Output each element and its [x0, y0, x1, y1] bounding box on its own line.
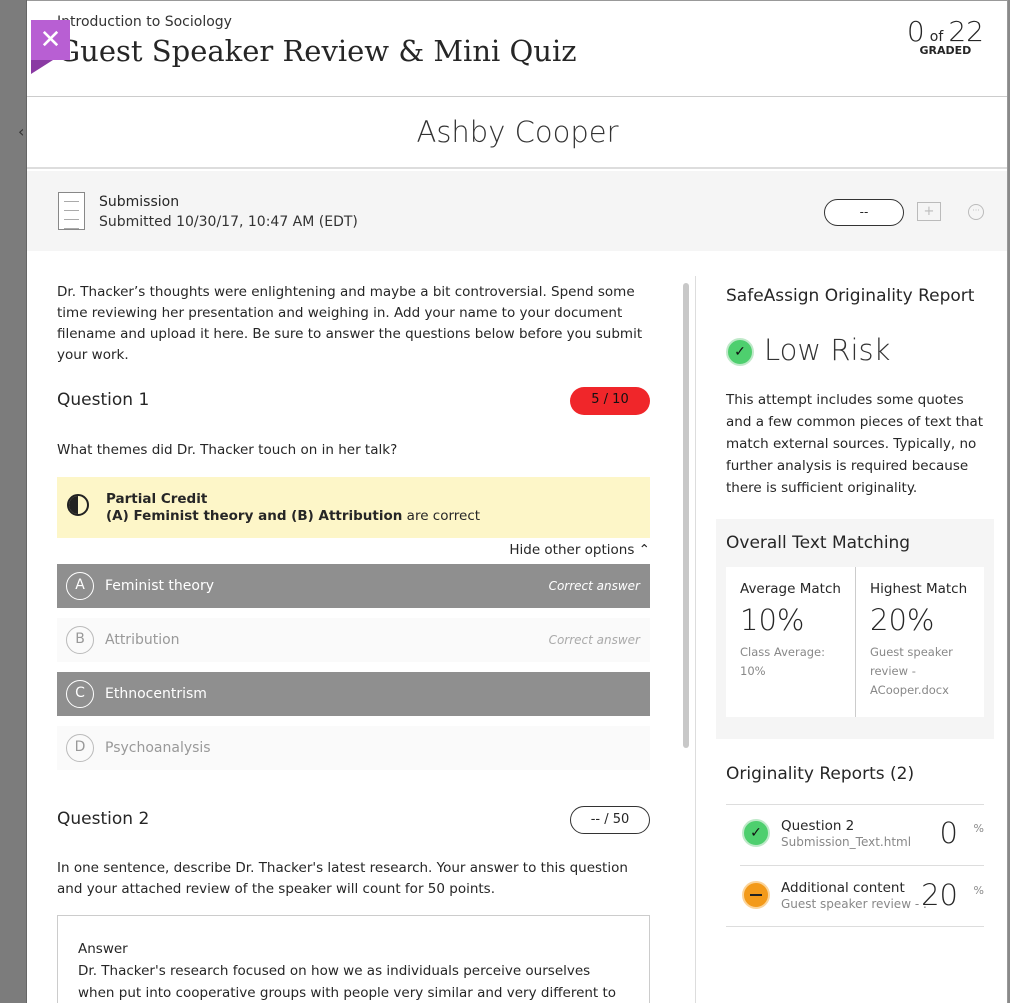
- option-letter: A: [66, 572, 94, 600]
- risk-label: Low Risk: [764, 333, 891, 367]
- report-row[interactable]: ✓ Question 2 Submission_Text.html 0 %: [740, 804, 984, 865]
- highest-value: 20%: [870, 603, 935, 637]
- half-circle-icon: [67, 494, 89, 516]
- risk-description: This attempt includes some quotes and a …: [726, 392, 984, 496]
- risk-level: ✓ Low Risk: [726, 333, 890, 367]
- report-file: Guest speaker review - ...: [781, 897, 926, 911]
- answer-label: Answer: [78, 941, 128, 957]
- graded-label: GRADED: [919, 44, 972, 57]
- grading-panel: ✕ Introduction to Sociology Guest Speake…: [27, 0, 1008, 1003]
- background-page: ‹: [0, 0, 27, 1003]
- overall-title: Overall Text Matching: [726, 533, 911, 553]
- originality-reports-title: Originality Reports (2): [726, 764, 915, 784]
- page-title: Guest Speaker Review & Mini Quiz: [57, 34, 577, 68]
- answer-text: Dr. Thacker's research focused on how we…: [78, 963, 617, 1001]
- header: Introduction to Sociology Guest Speaker …: [27, 1, 1007, 97]
- warning-minus-icon: [742, 881, 770, 909]
- option-letter: B: [66, 626, 94, 654]
- report-percent: 20: [921, 878, 958, 912]
- scrollbar[interactable]: [683, 283, 689, 748]
- column-divider: [695, 276, 696, 1003]
- highest-match: Highest Match 20% Guest speaker review -…: [855, 567, 984, 717]
- report-row[interactable]: Additional content Guest speaker review …: [740, 865, 984, 926]
- partial-credit-answers: (A) Feminist theory and (B) Attribution: [106, 508, 403, 524]
- class-average: Class Average: 10%: [740, 645, 826, 678]
- option-d: D Psychoanalysis: [57, 726, 650, 770]
- partial-credit-banner: Partial Credit (A) Feminist theory and (…: [57, 477, 650, 538]
- graded-of: of: [929, 29, 944, 45]
- report-percent: 0: [939, 816, 958, 850]
- correct-answer-note: Correct answer: [548, 579, 640, 593]
- option-label: Ethnocentrism: [105, 686, 207, 702]
- option-label: Psychoanalysis: [105, 740, 211, 756]
- question-1-score[interactable]: 5 / 10: [570, 387, 650, 415]
- close-button[interactable]: ✕: [31, 20, 70, 60]
- highest-file[interactable]: Guest speaker review - ACooper.docx: [870, 645, 953, 697]
- option-a: A Feminist theory Correct answer: [57, 564, 650, 608]
- option-letter: C: [66, 680, 94, 708]
- percent-unit: %: [973, 822, 984, 835]
- question-2-title: Question 2: [57, 809, 150, 829]
- close-icon: ✕: [39, 25, 62, 55]
- course-name: Introduction to Sociology: [57, 14, 232, 30]
- option-label: Feminist theory: [105, 578, 215, 594]
- report-name: Question 2: [781, 818, 855, 834]
- submission-label: Submission: [99, 194, 180, 210]
- graded-total: 22: [948, 15, 984, 48]
- graded-count: 0: [906, 15, 925, 48]
- option-b: B Attribution Correct answer: [57, 618, 650, 662]
- student-name: Ashby Cooper: [27, 97, 1007, 169]
- question-1-title: Question 1: [57, 390, 150, 410]
- option-letter: D: [66, 734, 94, 762]
- percent-unit: %: [973, 884, 984, 897]
- hide-options-toggle[interactable]: Hide other options ⌃: [509, 542, 650, 558]
- answer-box: Answer Dr. Thacker's research focused on…: [57, 915, 650, 1003]
- report-file: Submission_Text.html: [781, 835, 912, 849]
- assignment-instructions: Dr. Thacker’s thoughts were enlightening…: [57, 284, 643, 363]
- question-2-text: In one sentence, describe Dr. Thacker's …: [57, 860, 628, 897]
- average-label: Average Match: [740, 581, 841, 597]
- overall-grade-input[interactable]: --: [824, 199, 904, 226]
- check-icon: ✓: [726, 338, 754, 366]
- question-1-text: What themes did Dr. Thacker touch on in …: [57, 442, 398, 458]
- partial-credit-title: Partial Credit: [106, 491, 208, 507]
- safeassign-title: SafeAssign Originality Report: [726, 286, 975, 306]
- submission-date: Submitted 10/30/17, 10:47 AM (EDT): [99, 214, 358, 230]
- highest-label: Highest Match: [870, 581, 968, 597]
- graded-counter: 0 of 22 GRADED: [907, 15, 984, 57]
- check-icon: ✓: [742, 819, 770, 847]
- partial-credit-suffix: are correct: [402, 508, 481, 524]
- back-arrow-icon[interactable]: ‹: [18, 122, 25, 141]
- feedback-icon[interactable]: +: [917, 202, 941, 221]
- overall-text-matching: Overall Text Matching Average Match 10% …: [716, 519, 994, 739]
- document-icon: [58, 192, 85, 230]
- average-match: Average Match 10% Class Average: 10%: [726, 567, 855, 717]
- question-2-score[interactable]: -- / 50: [570, 806, 650, 834]
- option-label: Attribution: [105, 632, 180, 648]
- option-c: C Ethnocentrism: [57, 672, 650, 716]
- more-options-icon[interactable]: ···: [968, 204, 984, 220]
- average-value: 10%: [740, 603, 805, 637]
- submission-bar: Submission Submitted 10/30/17, 10:47 AM …: [27, 171, 1007, 251]
- correct-answer-note: Correct answer: [548, 633, 640, 647]
- report-name: Additional content: [781, 880, 905, 896]
